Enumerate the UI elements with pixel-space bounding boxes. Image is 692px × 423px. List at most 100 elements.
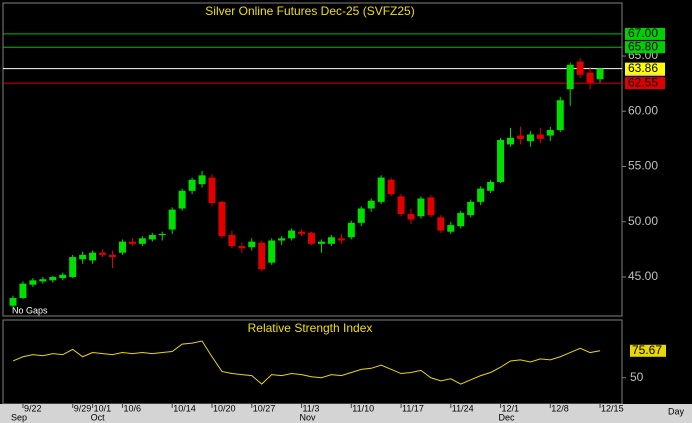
candle-body — [308, 232, 315, 244]
rsi-title: Relative Strength Index — [248, 321, 373, 335]
candle-body — [467, 201, 475, 216]
y-tick-label: 45.00 — [628, 269, 658, 283]
x-tick-label: 10/27 — [253, 403, 276, 413]
candle-body — [377, 177, 385, 202]
candle-body — [357, 208, 365, 223]
x-tick-label: 12/1 — [502, 403, 520, 413]
candle-body — [596, 68, 604, 80]
last-price-box — [625, 62, 665, 75]
x-unit: Day — [668, 406, 685, 416]
candle-body — [109, 254, 116, 258]
candle-body — [417, 198, 425, 217]
candle-body — [457, 212, 465, 227]
candle-body — [447, 225, 455, 232]
candle-body — [178, 190, 186, 209]
level-label-box — [625, 27, 665, 40]
candle-body — [327, 237, 335, 244]
candle-body — [158, 233, 166, 236]
candle-body — [288, 230, 296, 239]
candle-body — [19, 283, 27, 298]
candle-body — [99, 252, 107, 255]
candle-body — [526, 134, 534, 142]
candle-body — [79, 254, 87, 260]
chart-title: Silver Online Futures Dec-25 (SVFZ25) — [205, 4, 414, 18]
candle-body — [487, 181, 495, 191]
y-tick-label: 50.00 — [628, 214, 658, 228]
candle-body — [228, 235, 236, 247]
x-tick-label: 9/29 — [74, 403, 92, 413]
y-tick-label: 60.00 — [628, 103, 658, 117]
candle-body — [437, 217, 445, 231]
x-tick-label: 11/3 — [303, 403, 320, 413]
x-tick-label: 11/10 — [352, 403, 374, 413]
candle-body — [39, 279, 47, 282]
candle-body — [49, 276, 57, 281]
candle-body — [298, 231, 306, 234]
level-label: 62.55 — [628, 75, 658, 89]
candle-body — [556, 100, 564, 131]
candle-body — [59, 274, 67, 279]
candle-body — [278, 238, 286, 241]
rsi-last-label: 75.67 — [632, 343, 662, 357]
candle-body — [248, 241, 256, 248]
x-tick-label: 11/17 — [402, 403, 424, 413]
candle-body — [337, 238, 345, 241]
candle-body — [69, 257, 77, 277]
candle-body — [367, 200, 375, 209]
candle-body — [427, 197, 435, 216]
candle-body — [268, 240, 276, 263]
candle-body — [9, 297, 17, 306]
x-tick-label: 10/14 — [173, 403, 196, 413]
candle-body — [516, 135, 524, 139]
x-tick-label: 10/6 — [123, 403, 141, 413]
last-price-label: 63.86 — [628, 61, 658, 75]
rsi-y-tick-label: 50 — [630, 370, 644, 384]
candle-body — [347, 222, 355, 238]
candle-body — [258, 242, 266, 270]
candle-body — [586, 72, 594, 83]
date-axis — [0, 404, 692, 423]
rsi-line — [12, 340, 601, 385]
period-label: Oct — [91, 412, 106, 422]
period-label: Nov — [300, 412, 317, 422]
candle-body — [118, 241, 126, 253]
candle-body — [89, 252, 97, 261]
x-tick-label: 10/1 — [94, 403, 112, 413]
candle-body — [128, 241, 136, 244]
candle-body — [497, 139, 505, 182]
candle-body — [317, 241, 325, 244]
period-label: Dec — [499, 412, 516, 422]
price-panel — [2, 2, 623, 317]
candle-body — [168, 209, 176, 230]
candle-body — [148, 235, 156, 240]
candle-body — [566, 64, 574, 90]
candle-body — [208, 177, 216, 203]
x-tick-label: 12/15 — [601, 403, 624, 413]
candle-body — [138, 238, 146, 244]
candle-body — [198, 175, 206, 185]
candle-body — [477, 188, 485, 202]
candle-body — [397, 196, 405, 215]
x-tick-label: 11/24 — [452, 403, 474, 413]
x-tick-label: 9/22 — [24, 403, 42, 413]
level-label: 65.80 — [628, 39, 658, 53]
level-label-box — [625, 77, 665, 90]
rsi-last-box — [630, 344, 666, 357]
level-label: 67.00 — [628, 26, 658, 40]
note: No Gaps — [12, 305, 48, 315]
candle-body — [576, 61, 584, 75]
candle-body — [546, 130, 554, 136]
y-tick-label: 55.00 — [628, 159, 658, 173]
candle-body — [188, 179, 196, 191]
x-tick-label: 12/8 — [551, 403, 569, 413]
level-label-box — [625, 41, 665, 54]
candle-body — [507, 137, 514, 145]
period-label: Sep — [11, 412, 27, 422]
candle-body — [387, 179, 395, 195]
candle-body — [536, 134, 544, 139]
candle-body — [238, 246, 246, 249]
x-tick-label: 10/20 — [213, 403, 236, 413]
candle-body — [29, 280, 37, 285]
